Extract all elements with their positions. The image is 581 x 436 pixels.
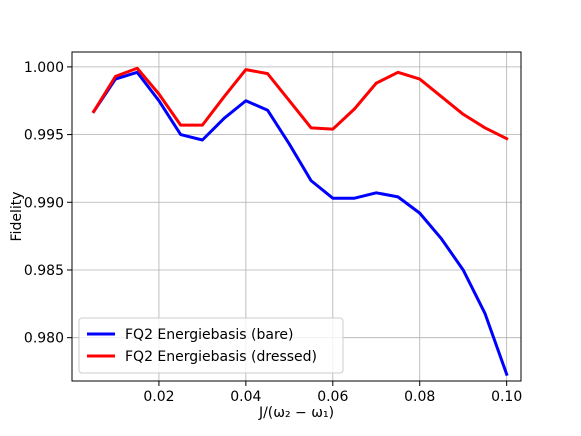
y-tick-label: 1.000 <box>24 60 64 76</box>
y-axis-label: Fidelity <box>9 192 25 242</box>
x-tick-label: 0.10 <box>491 389 522 405</box>
legend-label: FQ2 Energiebasis (bare) <box>125 327 294 343</box>
plot-frame <box>71 51 522 382</box>
x-axis-label: J/(ω₂ − ω₁) <box>258 405 334 421</box>
axis-ticks: 0.02 0.04 0.06 0.08 0.10 0.980 0.985 0.990 0.995… <box>24 60 522 405</box>
x-tick-label: 0.08 <box>404 389 435 405</box>
series-line-bare <box>91 70 509 377</box>
x-tick-label: 0.06 <box>317 389 348 405</box>
y-tick-label: 0.990 <box>24 195 64 211</box>
y-tick-label: 0.980 <box>24 331 64 347</box>
series-line-dressed <box>91 66 509 141</box>
series-lines <box>91 66 509 377</box>
x-tick-label: 0.04 <box>230 389 261 405</box>
legend: FQ2 Energiebasis (bare) FQ2 Energiebasis … <box>78 317 344 374</box>
y-tick-label: 0.995 <box>24 128 64 144</box>
y-tick-label: 0.985 <box>24 263 64 279</box>
legend-box <box>78 317 344 374</box>
legend-label: FQ2 Energiebasis (dressed) <box>125 349 317 365</box>
x-tick-label: 0.02 <box>143 389 174 405</box>
